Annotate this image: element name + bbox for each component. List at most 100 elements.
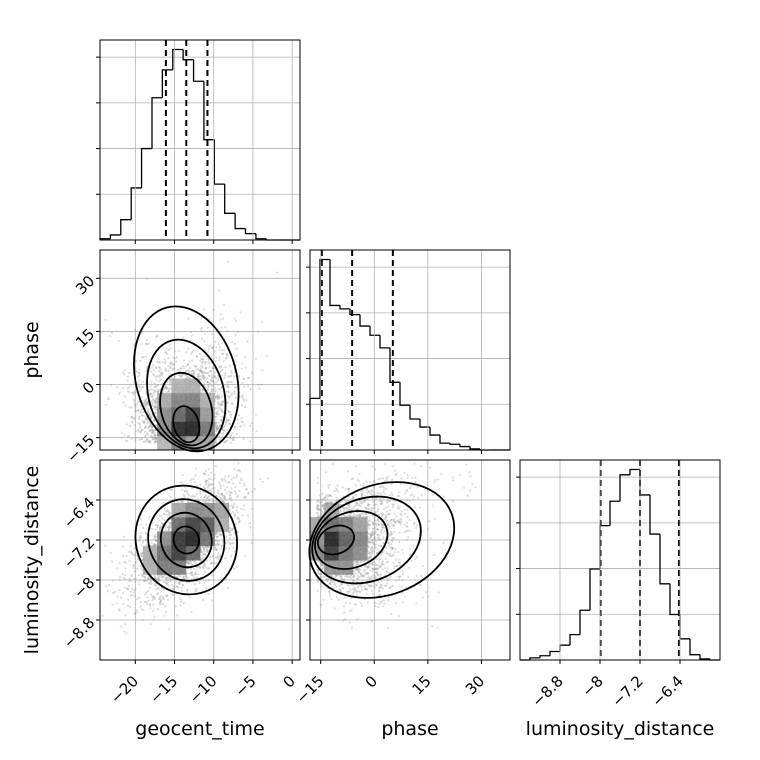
panel-geocent-time-vs-luminosity-distance-sample-point — [219, 487, 222, 490]
panel-geocent-time-vs-luminosity-distance-sample-point — [214, 556, 217, 559]
panel-geocent-time-vs-luminosity-distance-sample-point — [235, 565, 238, 568]
hist-luminosity-distance-bin — [579, 609, 590, 635]
panel-geocent-time-vs-luminosity-distance-sample-point — [232, 482, 235, 485]
panel-geocent-time-vs-phase-sample-point — [249, 387, 252, 391]
panel-geocent-time-vs-phase-sample-point — [226, 353, 229, 356]
panel-geocent-time-vs-phase-sample-point — [254, 357, 257, 360]
panel-geocent-time-vs-phase-sample-point — [146, 411, 149, 414]
panel-geocent-time-vs-luminosity-distance-sample-point — [183, 575, 186, 579]
panel-geocent-time-vs-phase-sample-point — [250, 371, 253, 375]
panel-geocent-time-vs-luminosity-distance-sample-point — [208, 567, 211, 570]
panel-geocent-time-vs-phase-sample-point — [135, 430, 138, 433]
panel-geocent-time-vs-phase-sample-point — [138, 438, 141, 441]
panel-geocent-time-vs-luminosity-distance-sample-point — [213, 473, 216, 476]
panel-geocent-time-vs-phase-sample-point — [231, 341, 234, 344]
panel-geocent-time-vs-phase-sample-point — [118, 392, 121, 396]
panel-geocent-time-vs-phase-sample-point — [135, 436, 138, 439]
panel-geocent-time-vs-phase-sample-point — [164, 360, 168, 363]
hist-geocent-time-bin — [234, 213, 246, 230]
panel-geocent-time-vs-phase-sample-point — [243, 385, 246, 388]
panel-geocent-time-vs-phase-sample-point — [122, 401, 125, 404]
panel-geocent-time-vs-phase-sample-point — [213, 375, 217, 378]
panel-geocent-time-vs-phase-sample-point — [146, 401, 149, 404]
panel-geocent-time-vs-phase-sample-point — [158, 380, 161, 383]
panel-geocent-time-vs-luminosity-distance-sample-point — [181, 488, 184, 492]
panel-geocent-time-vs-phase-sample-point — [217, 395, 221, 398]
panel-geocent-time-vs-phase-sample-point — [228, 375, 232, 378]
panel-geocent-time-vs-phase-sample-point — [225, 390, 228, 393]
panel-geocent-time-vs-phase-sample-point — [110, 331, 114, 334]
panel-geocent-time-vs-phase-sample-point — [144, 426, 147, 430]
panel-geocent-time-vs-phase-sample-point — [229, 380, 232, 383]
panel-geocent-time-vs-phase-sample-point — [226, 329, 229, 332]
hist-luminosity-distance-bin — [569, 633, 580, 646]
panel-geocent-time-vs-phase-sample-point — [176, 369, 179, 372]
panel-geocent-time-vs-phase-sample-point — [145, 437, 148, 441]
panel-geocent-time-vs-phase-sample-point — [135, 370, 139, 373]
panel-geocent-time-vs-phase-sample-point — [188, 366, 192, 370]
panel-geocent-time-vs-phase-sample-point — [152, 435, 155, 438]
panel-geocent-time-vs-luminosity-distance-sample-point — [228, 533, 231, 536]
panel-geocent-time-vs-phase-sample-point — [147, 440, 150, 443]
panel-geocent-time-vs-phase-sample-point — [220, 435, 223, 438]
panel-geocent-time-vs-phase-sample-point — [226, 375, 230, 378]
panel-geocent-time-vs-phase-sample-point — [220, 349, 224, 352]
panel-geocent-time-vs-phase-sample-point — [222, 400, 225, 404]
panel-geocent-time-vs-phase-sample-point — [228, 422, 231, 426]
panel-geocent-time-vs-luminosity-distance-sample-point — [165, 513, 168, 516]
panel-geocent-time-vs-phase-sample-point — [223, 376, 226, 379]
panel-geocent-time-vs-luminosity-distance-sample-point — [195, 567, 198, 570]
panel-geocent-time-vs-luminosity-distance-sample-point — [142, 526, 145, 529]
panel-geocent-time-vs-phase-sample-point — [248, 424, 252, 427]
panel-geocent-time-vs-luminosity-distance-sample-point — [242, 482, 245, 485]
panel-geocent-time-vs-luminosity-distance-sample-point — [153, 615, 156, 618]
panel-geocent-time-vs-phase-sample-point — [172, 367, 175, 370]
panel-geocent-time-vs-phase-sample-point — [167, 364, 170, 368]
panel-geocent-time-vs-luminosity-distance-sample-point — [213, 490, 216, 494]
panel-geocent-time-vs-phase-sample-point — [148, 429, 151, 432]
panel-geocent-time-vs-phase-sample-point — [151, 426, 154, 429]
panel-geocent-time-vs-phase-sample-point — [199, 369, 202, 372]
panel-geocent-time-vs-phase-sample-point — [207, 360, 210, 363]
panel-geocent-time-vs-phase-sample-point — [168, 366, 171, 370]
panel-geocent-time-vs-luminosity-distance-sample-point — [238, 490, 241, 493]
panel-geocent-time-vs-luminosity-distance-sample-point — [248, 521, 251, 525]
panel-geocent-time-vs-luminosity-distance-sample-point — [243, 555, 246, 558]
panel-geocent-time-vs-phase-sample-point — [142, 415, 146, 418]
panel-geocent-time-vs-phase-sample-point — [146, 418, 149, 421]
panel-geocent-time-vs-phase-sample-point — [217, 379, 220, 382]
panel-geocent-time-vs-luminosity-distance-sample-point — [192, 576, 195, 579]
panel-geocent-time-vs-phase-sample-point — [132, 398, 136, 401]
hist-phase-bin — [409, 405, 420, 420]
panel-geocent-time-vs-phase-sample-point — [210, 354, 213, 358]
panel-geocent-time-vs-phase-sample-point — [216, 427, 219, 430]
panel-geocent-time-vs-phase-sample-point — [175, 356, 178, 359]
panel-geocent-time-vs-luminosity-distance-sample-point — [214, 464, 217, 468]
panel-geocent-time-vs-phase-sample-point — [216, 412, 219, 415]
panel-geocent-time-vs-phase-sample-point — [208, 374, 211, 377]
panel-geocent-time-vs-phase-sample-point — [152, 393, 155, 397]
hist-geocent-time-bin — [192, 59, 204, 82]
panel-geocent-time-vs-phase-sample-point — [199, 369, 202, 372]
panel-geocent-time-vs-phase-sample-point — [143, 401, 146, 404]
panel-geocent-time-vs-phase-sample-point — [156, 388, 159, 391]
panel-geocent-time-vs-phase-sample-point — [215, 429, 218, 432]
panel-geocent-time-vs-phase-sample-point — [132, 382, 135, 385]
panel-geocent-time-vs-luminosity-distance-sample-point — [124, 614, 127, 617]
panel-geocent-time-vs-luminosity-distance-sample-point — [235, 474, 238, 477]
panel-geocent-time-vs-luminosity-distance-sample-point — [232, 550, 236, 553]
panel-geocent-time-vs-phase-sample-point — [232, 437, 235, 440]
panel-geocent-time-vs-luminosity-distance-sample-point — [163, 507, 166, 510]
panel-geocent-time-vs-phase-sample-point — [190, 352, 193, 355]
hist-phase-frame — [309, 249, 511, 451]
panel-geocent-time-vs-phase-sample-point — [150, 400, 153, 403]
panel-geocent-time-vs-phase-sample-point — [232, 436, 235, 439]
panel-geocent-time-vs-luminosity-distance-sample-point — [127, 584, 130, 588]
panel-geocent-time-vs-luminosity-distance-sample-point — [235, 476, 238, 479]
panel-geocent-time-vs-luminosity-distance-sample-point — [146, 589, 150, 593]
panel-geocent-time-vs-luminosity-distance-sample-point — [188, 572, 191, 575]
panel-geocent-time-vs-phase-sample-point — [233, 425, 236, 428]
panel-geocent-time-vs-phase-sample-point — [204, 386, 207, 389]
panel-geocent-time-vs-phase-sample-point — [231, 402, 234, 405]
panel-geocent-time-vs-phase-sample-point — [227, 390, 230, 393]
